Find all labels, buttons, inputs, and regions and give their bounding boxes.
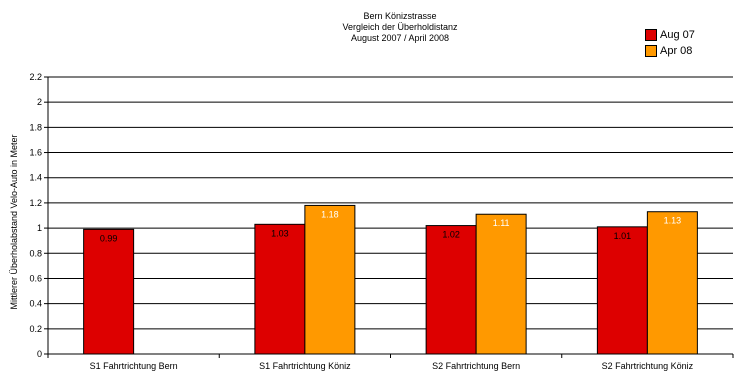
data-label: 0.99 [100,233,118,243]
x-tick-label: S2 Fahrtrichtung Köniz [602,361,694,371]
y-tick-label: 1 [37,223,42,233]
y-tick-label: 0.4 [29,299,42,309]
bar [475,213,527,355]
legend-swatch-aug07 [645,29,657,41]
legend-label-apr08: Apr 08 [660,45,693,57]
y-tick-label: 0 [37,349,42,359]
legend-item-apr08: Apr 08 [645,43,695,59]
y-tick-label: 2 [37,97,42,107]
data-label: 1.18 [321,209,339,219]
x-tick-label: S1 Fahrtrichtung Bern [90,361,178,371]
bar [646,211,698,355]
legend: Aug 07 Apr 08 [645,27,695,59]
y-tick-label: 0.2 [29,324,42,334]
data-label: 1.01 [614,231,632,241]
bar [304,204,356,355]
y-tick-label: 1.8 [29,122,42,132]
data-label: 1.03 [271,228,289,238]
chart-title-line-2: Vergleich der Überholdistanz [342,22,458,32]
data-label: 1.13 [664,216,682,226]
legend-item-aug07: Aug 07 [645,27,695,43]
chart-title-line-1: Bern Könizstrasse [363,11,437,21]
legend-label-aug07: Aug 07 [660,29,695,41]
y-tick-label: 1.2 [29,198,42,208]
data-label: 1.02 [442,230,460,240]
bar [254,223,306,355]
x-tick-label: S1 Fahrtrichtung Köniz [259,361,351,371]
bar [596,226,648,355]
y-tick-label: 0.8 [29,248,42,258]
y-tick-label: 1.4 [29,173,42,183]
y-tick-label: 0.6 [29,273,42,283]
bar [83,228,135,355]
y-tick-label: 1.6 [29,148,42,158]
chart-title-line-3: August 2007 / April 2008 [350,33,450,43]
data-label: 1.11 [493,218,510,228]
y-tick-label: 2.2 [29,72,42,82]
x-tick-label: S2 Fahrtrichtung Bern [432,361,520,371]
bar [425,225,477,355]
legend-swatch-apr08 [645,45,657,57]
